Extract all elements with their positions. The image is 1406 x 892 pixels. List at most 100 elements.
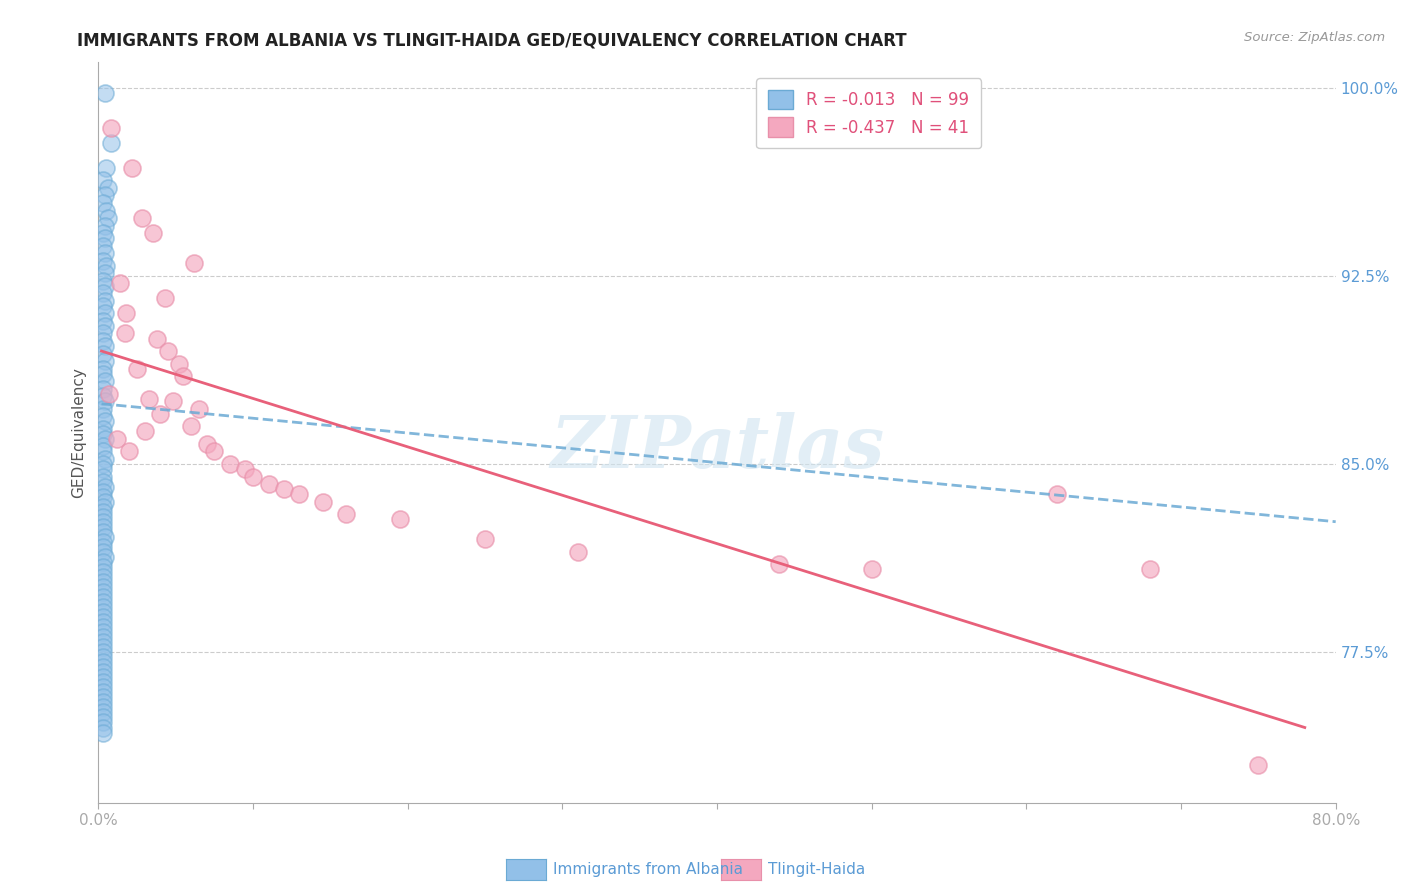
Point [141,226,165,240]
Point [118,444,141,458]
Point [91,196,114,211]
Point [93,231,115,245]
Point [91,314,114,328]
Point [97,181,120,195]
Point [1247,758,1270,772]
Point [91,706,114,720]
Point [93,394,115,409]
Point [91,645,114,659]
Point [97,211,120,225]
Point [233,462,257,476]
Point [567,545,589,559]
Point [96,203,118,218]
Point [91,590,114,604]
Point [91,462,114,476]
Point [91,725,114,739]
Point [91,685,114,699]
Point [91,560,114,574]
Point [1139,562,1161,576]
Point [91,681,114,695]
Point [312,494,335,508]
Point [219,457,242,471]
Point [273,482,295,496]
Point [91,585,114,599]
Point [91,326,114,341]
Text: ZIPatlas: ZIPatlas [550,412,884,483]
Point [91,286,114,301]
Point [91,444,114,458]
Point [134,425,156,439]
Point [114,326,136,341]
Point [96,161,118,175]
Point [172,369,194,384]
Point [91,509,114,524]
Point [93,306,115,320]
Point [91,660,114,674]
Point [91,173,114,187]
Point [91,334,114,348]
Point [91,570,114,584]
Point [138,392,160,406]
Point [91,715,114,730]
Point [91,274,114,288]
Point [93,354,115,368]
Point [91,409,114,424]
Text: Tlingit-Haida: Tlingit-Haida [768,863,865,877]
Point [91,710,114,724]
Point [91,670,114,684]
Point [96,259,118,273]
Point [91,490,114,504]
Point [91,367,114,381]
Point [93,246,115,260]
Point [91,253,114,268]
Point [93,278,115,293]
Point [91,475,114,489]
Point [91,655,114,669]
Point [91,439,114,453]
Point [91,640,114,655]
Point [100,136,122,150]
Point [91,238,114,252]
Point [91,361,114,376]
Point [388,512,412,526]
Point [93,293,115,308]
Point [91,426,114,441]
Point [91,346,114,360]
Point [204,444,226,458]
Point [91,695,114,709]
Y-axis label: GED/Equivalency: GED/Equivalency [72,368,87,498]
Point [91,615,114,629]
Point [91,500,114,514]
Point [183,256,205,270]
Point [93,266,115,280]
Point [91,610,114,624]
Point [91,382,114,396]
Point [100,120,122,135]
Point [127,361,149,376]
Point [91,540,114,554]
Point [91,700,114,714]
Point [93,452,115,467]
Point [93,86,115,100]
Point [93,530,115,544]
Point [91,721,114,735]
Legend: R = -0.013   N = 99, R = -0.437   N = 41: R = -0.013 N = 99, R = -0.437 N = 41 [756,78,981,148]
Point [91,605,114,619]
Point [98,386,121,401]
Point [91,226,114,240]
Point [91,389,114,403]
Point [91,422,114,436]
Point [93,414,115,428]
Point [157,344,180,359]
Point [91,457,114,471]
Point [188,401,211,416]
Point [153,291,176,305]
Point [180,419,202,434]
Point [91,401,114,416]
Text: Source: ZipAtlas.com: Source: ZipAtlas.com [1244,31,1385,45]
Point [91,665,114,680]
Point [146,331,169,345]
Point [93,479,115,493]
Point [167,357,190,371]
Point [91,625,114,640]
